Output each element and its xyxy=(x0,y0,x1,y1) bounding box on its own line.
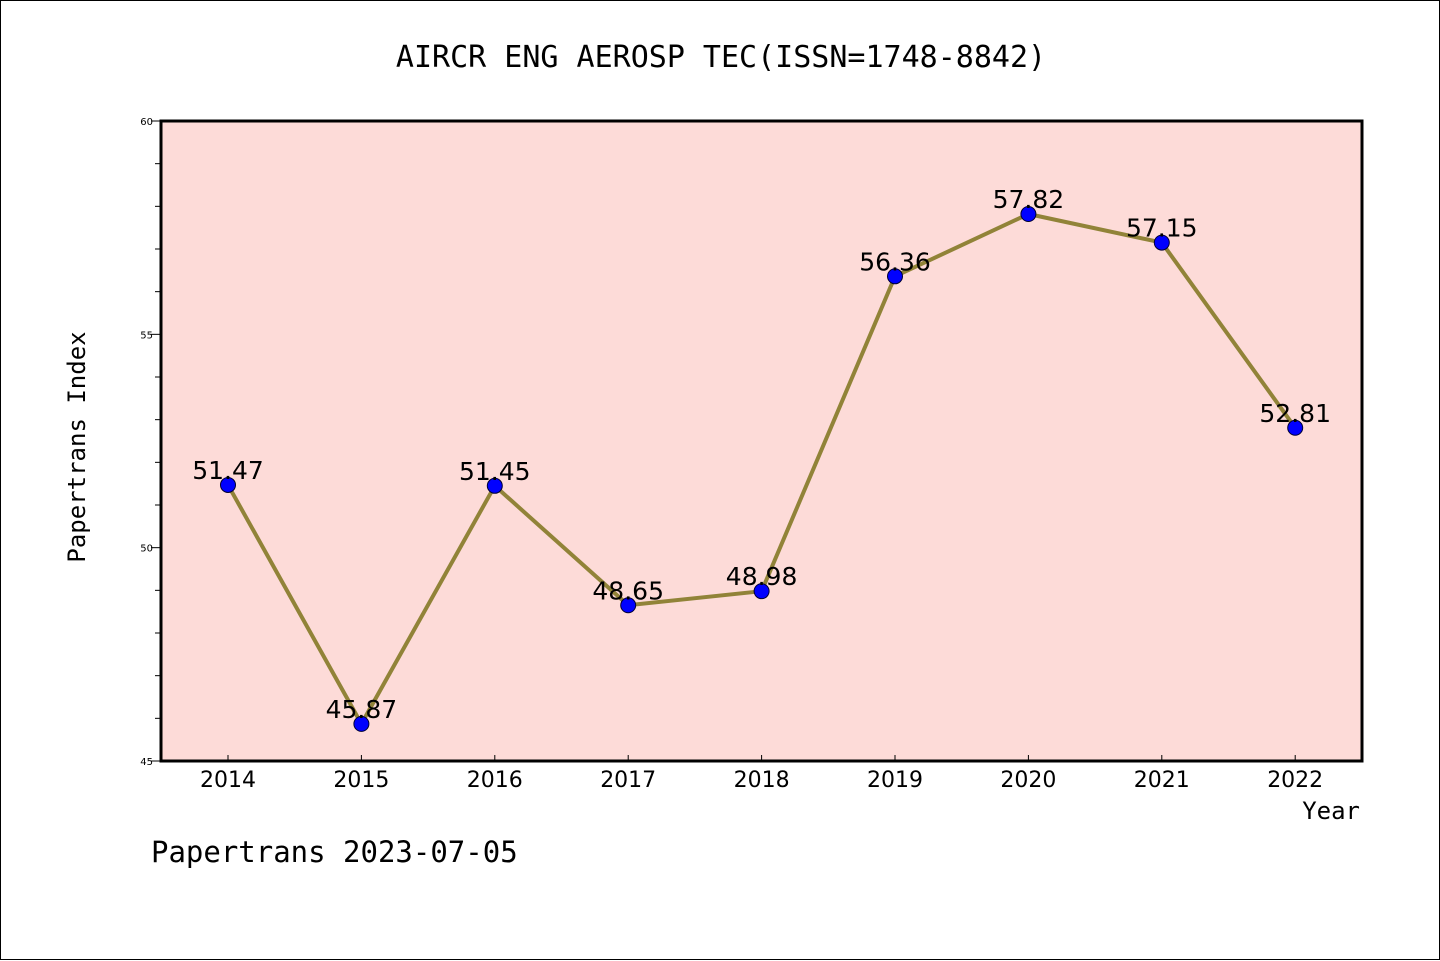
data-label: 51.47 xyxy=(192,456,264,485)
x-tick-label: 2016 xyxy=(467,768,523,793)
x-tick-label: 2018 xyxy=(734,768,790,793)
x-tick-label: 2019 xyxy=(867,768,923,793)
data-label: 52.81 xyxy=(1259,399,1331,428)
y-tick-label: 50 xyxy=(140,544,153,555)
data-label: 48.98 xyxy=(726,562,798,591)
data-point xyxy=(1287,419,1304,436)
data-label: 57.15 xyxy=(1126,214,1198,243)
data-point xyxy=(753,583,770,600)
x-tick-label: 2021 xyxy=(1134,768,1190,793)
data-label: 57.82 xyxy=(993,185,1065,214)
data-point xyxy=(1153,234,1170,251)
y-tick-label: 60 xyxy=(140,117,153,128)
data-label: 45.87 xyxy=(326,695,398,724)
y-axis-tick-labels: 45 50 55 60 xyxy=(140,117,153,768)
marker-layer xyxy=(220,206,1304,732)
data-label: 56.36 xyxy=(859,247,931,276)
x-tick-label: 2015 xyxy=(333,768,389,793)
plot-border xyxy=(159,119,1364,763)
data-label-layer: 51.47 45.87 51.45 48.65 48.98 56.36 57.82 57.15… xyxy=(192,185,1331,724)
x-axis-tick-labels: 2014 2015 2016 2017 2018 2019 2020 2021 2022 xyxy=(200,768,1323,793)
data-point xyxy=(1020,206,1037,223)
data-label: 51.45 xyxy=(459,457,531,486)
x-tick-label: 2017 xyxy=(600,768,656,793)
plot-area xyxy=(161,121,1362,761)
x-tick-label: 2014 xyxy=(200,768,256,793)
y-tick-label: 55 xyxy=(140,330,153,341)
data-point xyxy=(620,597,637,614)
footer-text: Papertrans 2023-07-05 xyxy=(151,835,518,869)
data-point xyxy=(353,715,370,732)
x-tick-label: 2020 xyxy=(1000,768,1056,793)
y-tick-label: 45 xyxy=(140,757,153,768)
data-label: 48.65 xyxy=(592,576,664,605)
x-tick-label: 2022 xyxy=(1267,768,1323,793)
data-point xyxy=(220,476,236,493)
chart-title: AIRCR ENG AEROSP TEC(ISSN=1748-8842) xyxy=(396,40,1046,75)
data-point xyxy=(887,268,903,285)
data-point xyxy=(486,477,503,494)
x-axis-label: Year xyxy=(1302,797,1360,825)
y-axis-label: Papertrans Index xyxy=(63,331,91,562)
